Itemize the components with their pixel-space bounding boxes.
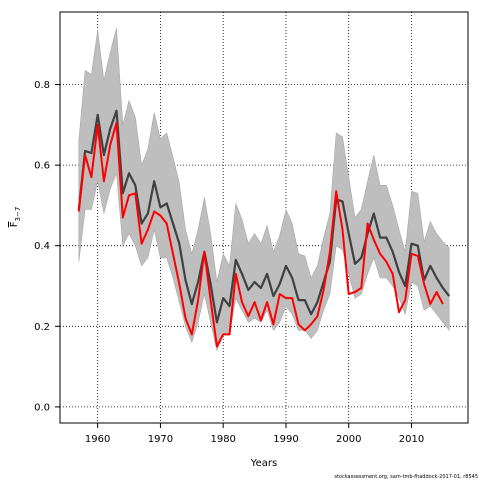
- x-tick-label: 1990: [273, 434, 298, 445]
- y-axis: 0.0 0.2 0.4 0.6 0.8: [34, 80, 60, 413]
- x-tick-label: 1960: [85, 434, 110, 445]
- y-tick-label: 0.6: [34, 161, 50, 172]
- x-axis-title: Years: [250, 458, 277, 469]
- x-tick-label: 1970: [148, 434, 173, 445]
- confidence-band: [78, 28, 450, 352]
- y-tick-label: 0.2: [34, 322, 50, 333]
- plot-area: [59, 11, 469, 424]
- y-axis-title-sub: 3−7: [14, 207, 22, 222]
- y-axis-title: F3−7: [9, 207, 22, 228]
- x-tick-label: 1980: [210, 434, 235, 445]
- svg-text:F3−7: F3−7: [9, 207, 22, 228]
- plot-frame: [59, 11, 469, 424]
- estimate-line: [77, 109, 451, 324]
- source-note: stockassessment.org, sam-tmb-fhaddock-20…: [334, 474, 478, 480]
- y-tick-label: 0.4: [34, 241, 50, 252]
- x-tick-label: 2000: [336, 434, 361, 445]
- y-tick-label: 0.0: [34, 402, 50, 413]
- observed-line: [77, 121, 444, 348]
- x-axis: 1960 1970 1980 1990 2000 2010: [85, 423, 424, 445]
- x-tick-label: 2010: [399, 434, 424, 445]
- y-axis-title-main: F: [9, 221, 20, 227]
- y-tick-label: 0.8: [34, 80, 50, 91]
